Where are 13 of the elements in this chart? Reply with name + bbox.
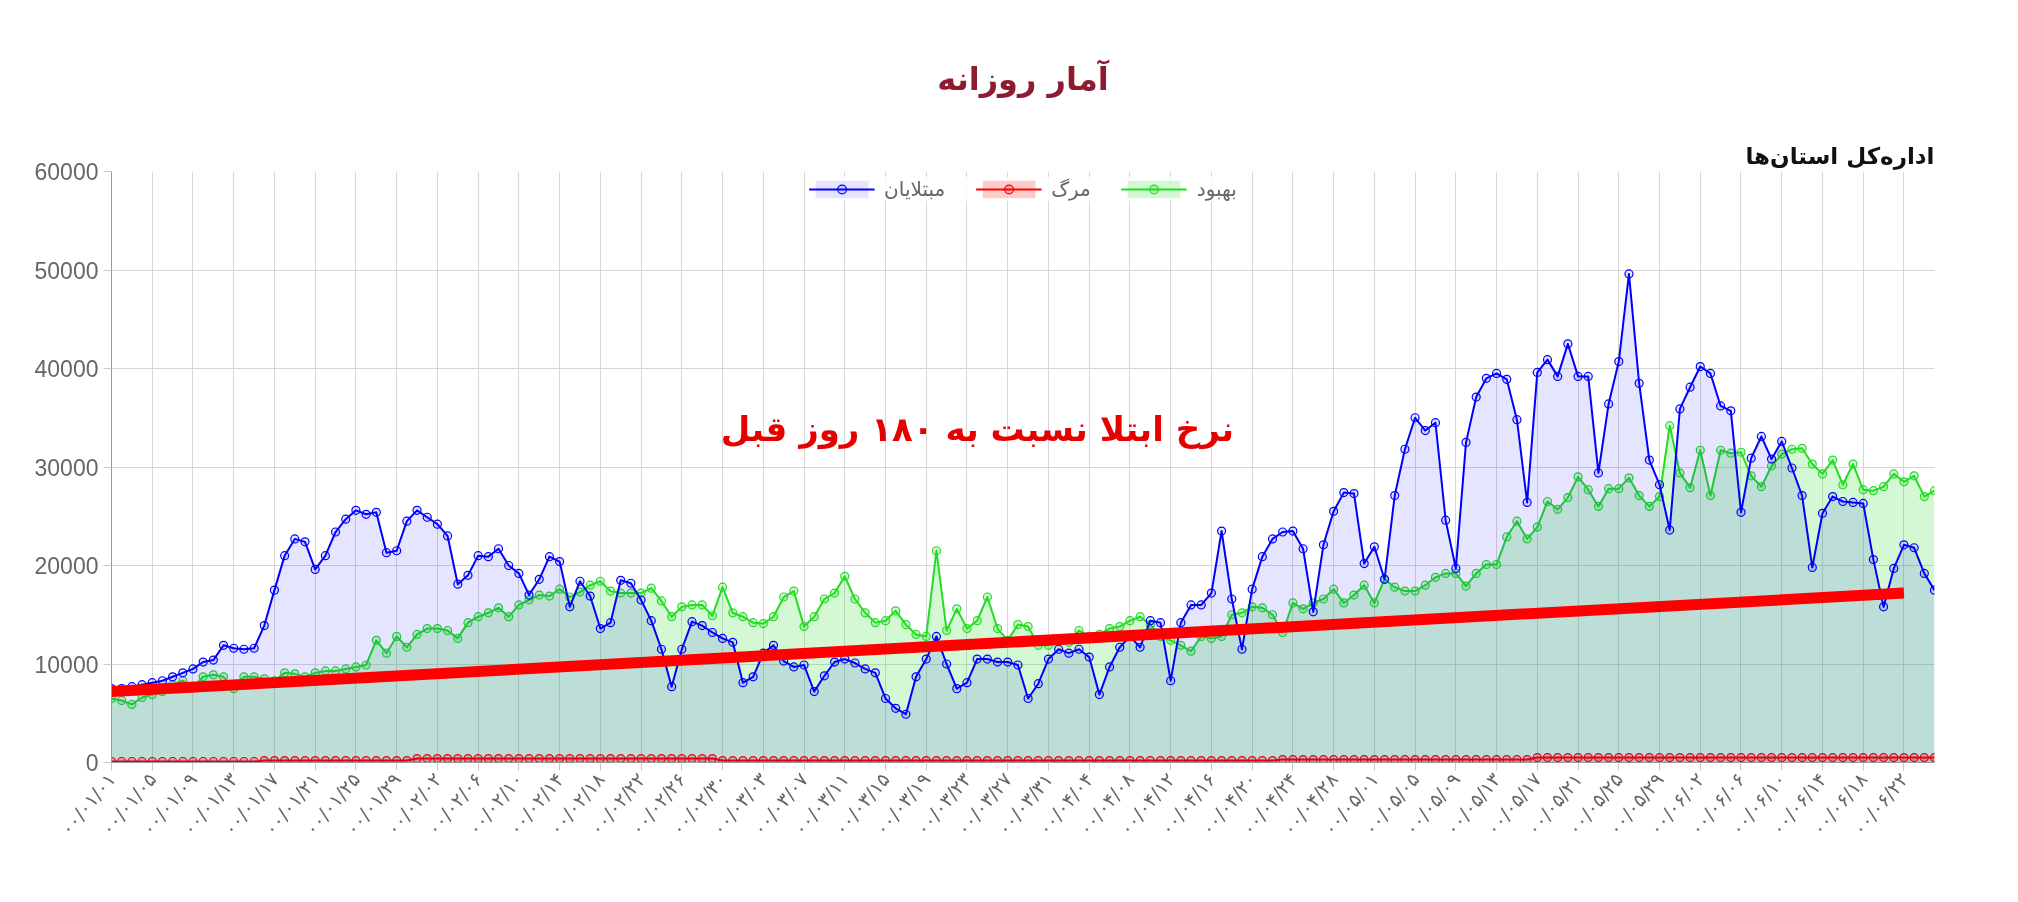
text: اداره‌کل استان‌ها [1745, 142, 1935, 170]
y-tick-label: 40000 [34, 356, 99, 382]
y-tick-label: 0 [85, 750, 99, 776]
y-tick-label: 30000 [34, 454, 99, 481]
legend-label: مبتلایان [884, 177, 946, 201]
legend-label: بهبود [1196, 177, 1237, 201]
legend-label: مرگ [1051, 177, 1091, 201]
y-tick-label: 50000 [34, 257, 99, 284]
y-tick-label: 20000 [34, 553, 99, 579]
y-tick-label: 10000 [34, 651, 99, 678]
annotation: نرخ ابتلا نسبت به ۱۸۰ روز قبل [720, 408, 1235, 450]
y-tick-label: 60000 [34, 159, 99, 185]
chart-title: آمار روزانه [937, 58, 1110, 98]
